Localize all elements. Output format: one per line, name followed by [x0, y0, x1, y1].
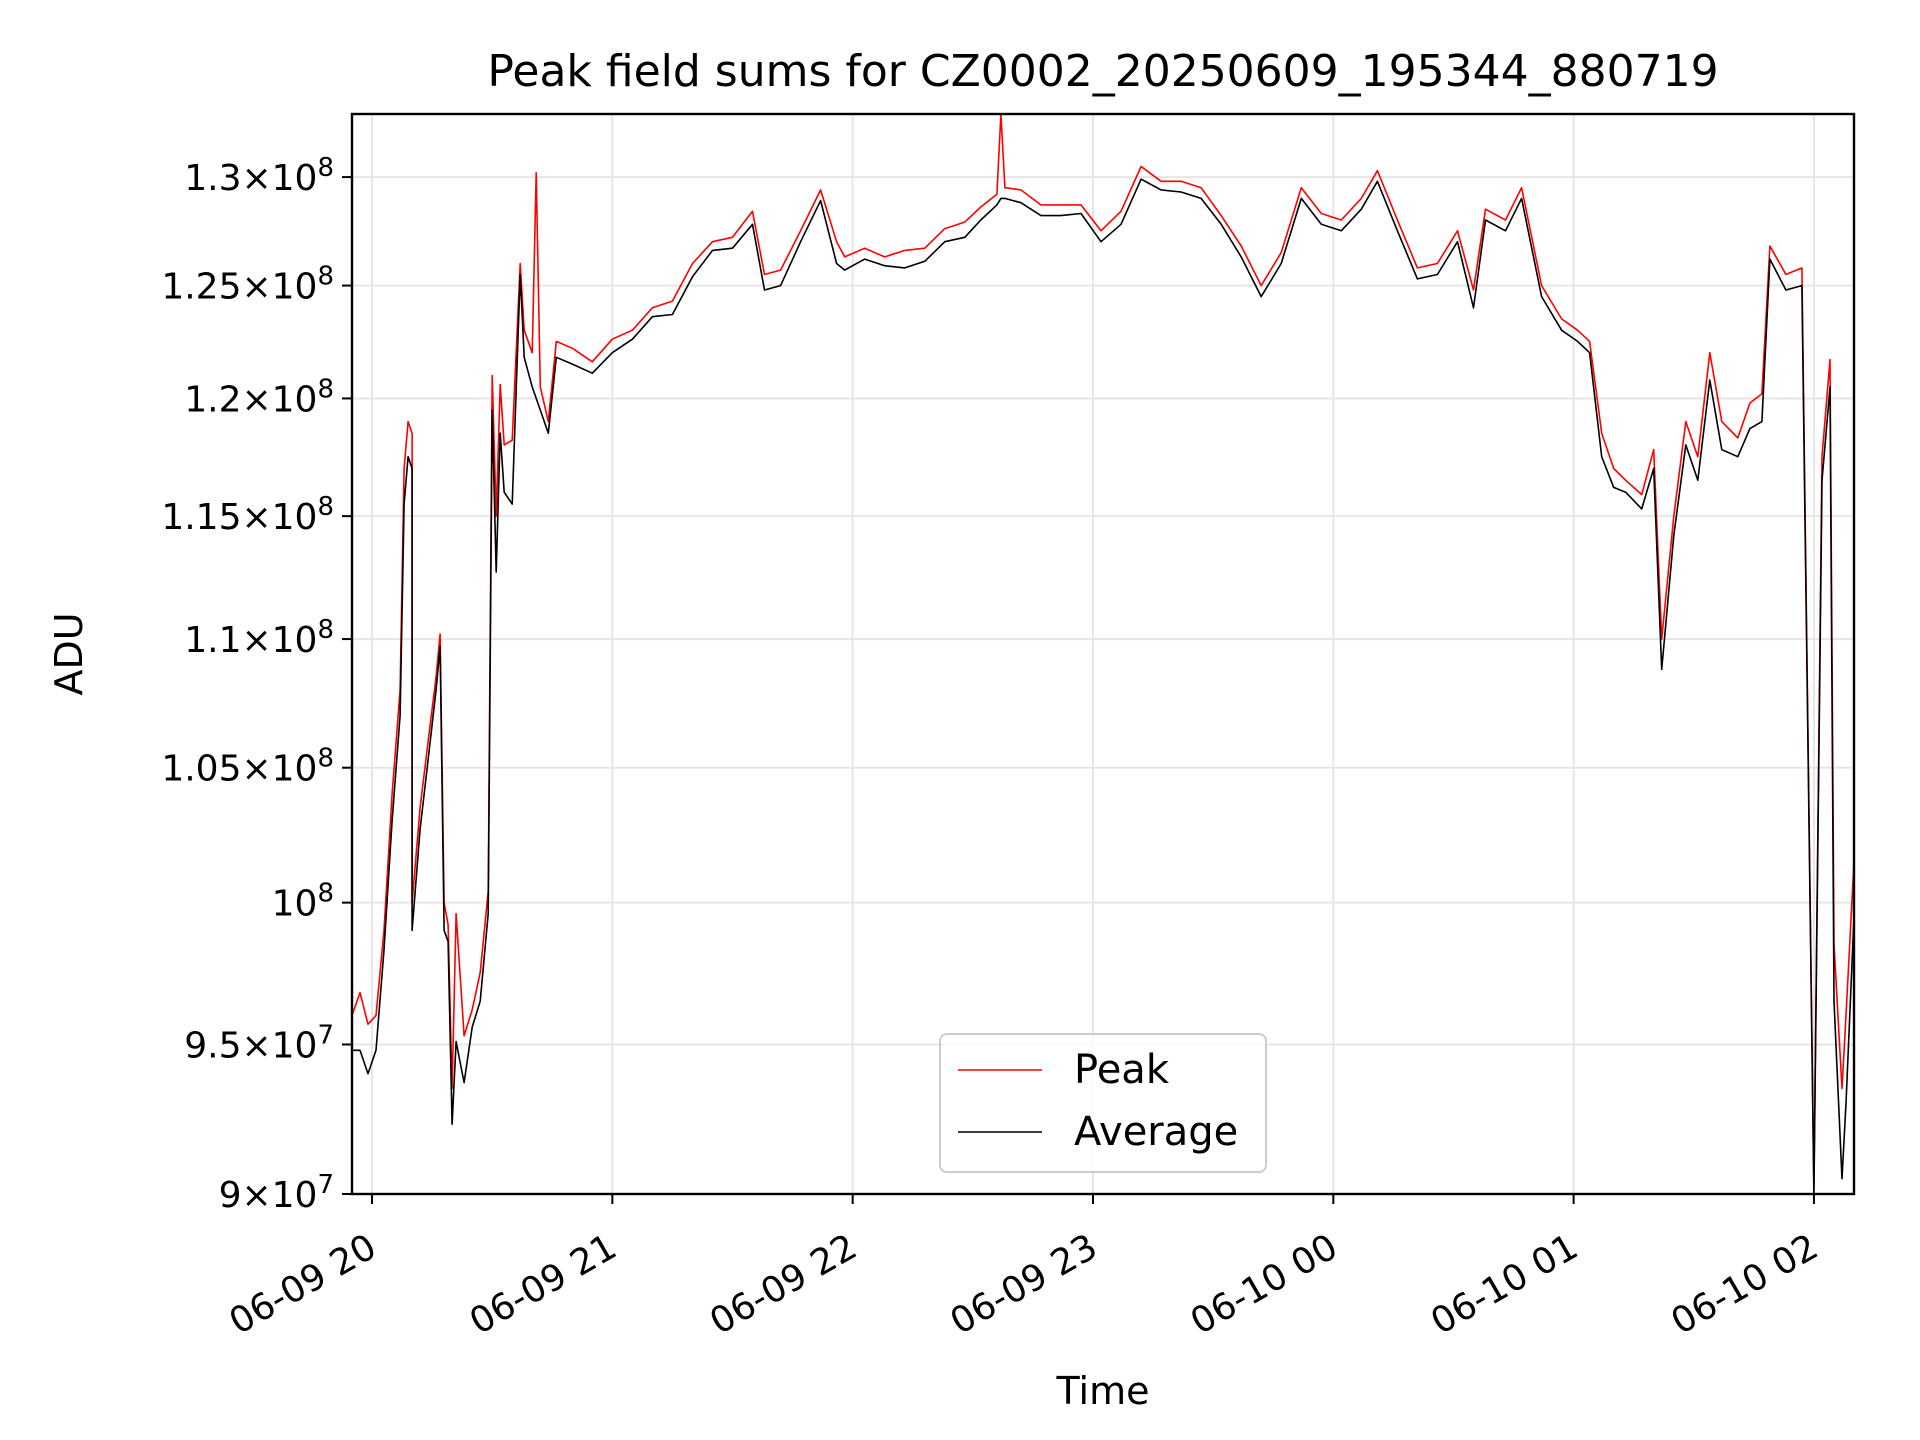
y-tick-label: 9×107	[219, 1170, 334, 1216]
x-tick-label: 06-10 01	[1424, 1226, 1585, 1342]
y-tick-label: 9.5×107	[184, 1020, 334, 1066]
y-axis-label: ADU	[47, 612, 91, 695]
x-tick-label: 06-09 21	[463, 1226, 624, 1342]
legend-average-label: Average	[1074, 1109, 1238, 1155]
x-axis: 06-09 20 06-09 21 06-09 22 06-09 23 06-10 00…	[223, 1194, 1826, 1343]
x-axis-label: Time	[1056, 1369, 1150, 1413]
y-tick-label: 1.2×108	[184, 374, 334, 420]
x-tick-label: 06-09 22	[703, 1226, 864, 1342]
legend: Peak Average	[939, 1033, 1267, 1173]
legend-box	[939, 1033, 1267, 1173]
y-tick-label: 108	[272, 879, 334, 925]
grid-layer	[352, 114, 1854, 1195]
y-tick-label: 1.15×108	[161, 492, 334, 538]
series-layer	[351, 113, 1855, 1195]
series-line-average	[352, 178, 1855, 1195]
x-tick-label: 06-10 00	[1184, 1226, 1345, 1342]
y-tick-label: 1.05×108	[161, 744, 334, 790]
y-tick-label: 1.25×108	[161, 262, 334, 308]
y-tick-label: 1.1×108	[184, 615, 334, 661]
plot-frame	[350, 112, 1856, 1196]
series-line-peak	[351, 113, 1855, 1189]
x-tick-label: 06-09 23	[944, 1226, 1105, 1342]
chart-title: Peak field sums for CZ0002_20250609_1953…	[487, 46, 1718, 97]
legend-peak-label: Peak	[1074, 1047, 1170, 1093]
y-tick-label: 1.3×108	[184, 153, 334, 199]
y-axis: 9×107 9.5×107 108 1.05×108 1.1×108 1.15×108 1.…	[161, 153, 352, 1216]
x-tick-label: 06-09 20	[223, 1226, 384, 1342]
x-tick-label: 06-10 02	[1665, 1226, 1826, 1342]
